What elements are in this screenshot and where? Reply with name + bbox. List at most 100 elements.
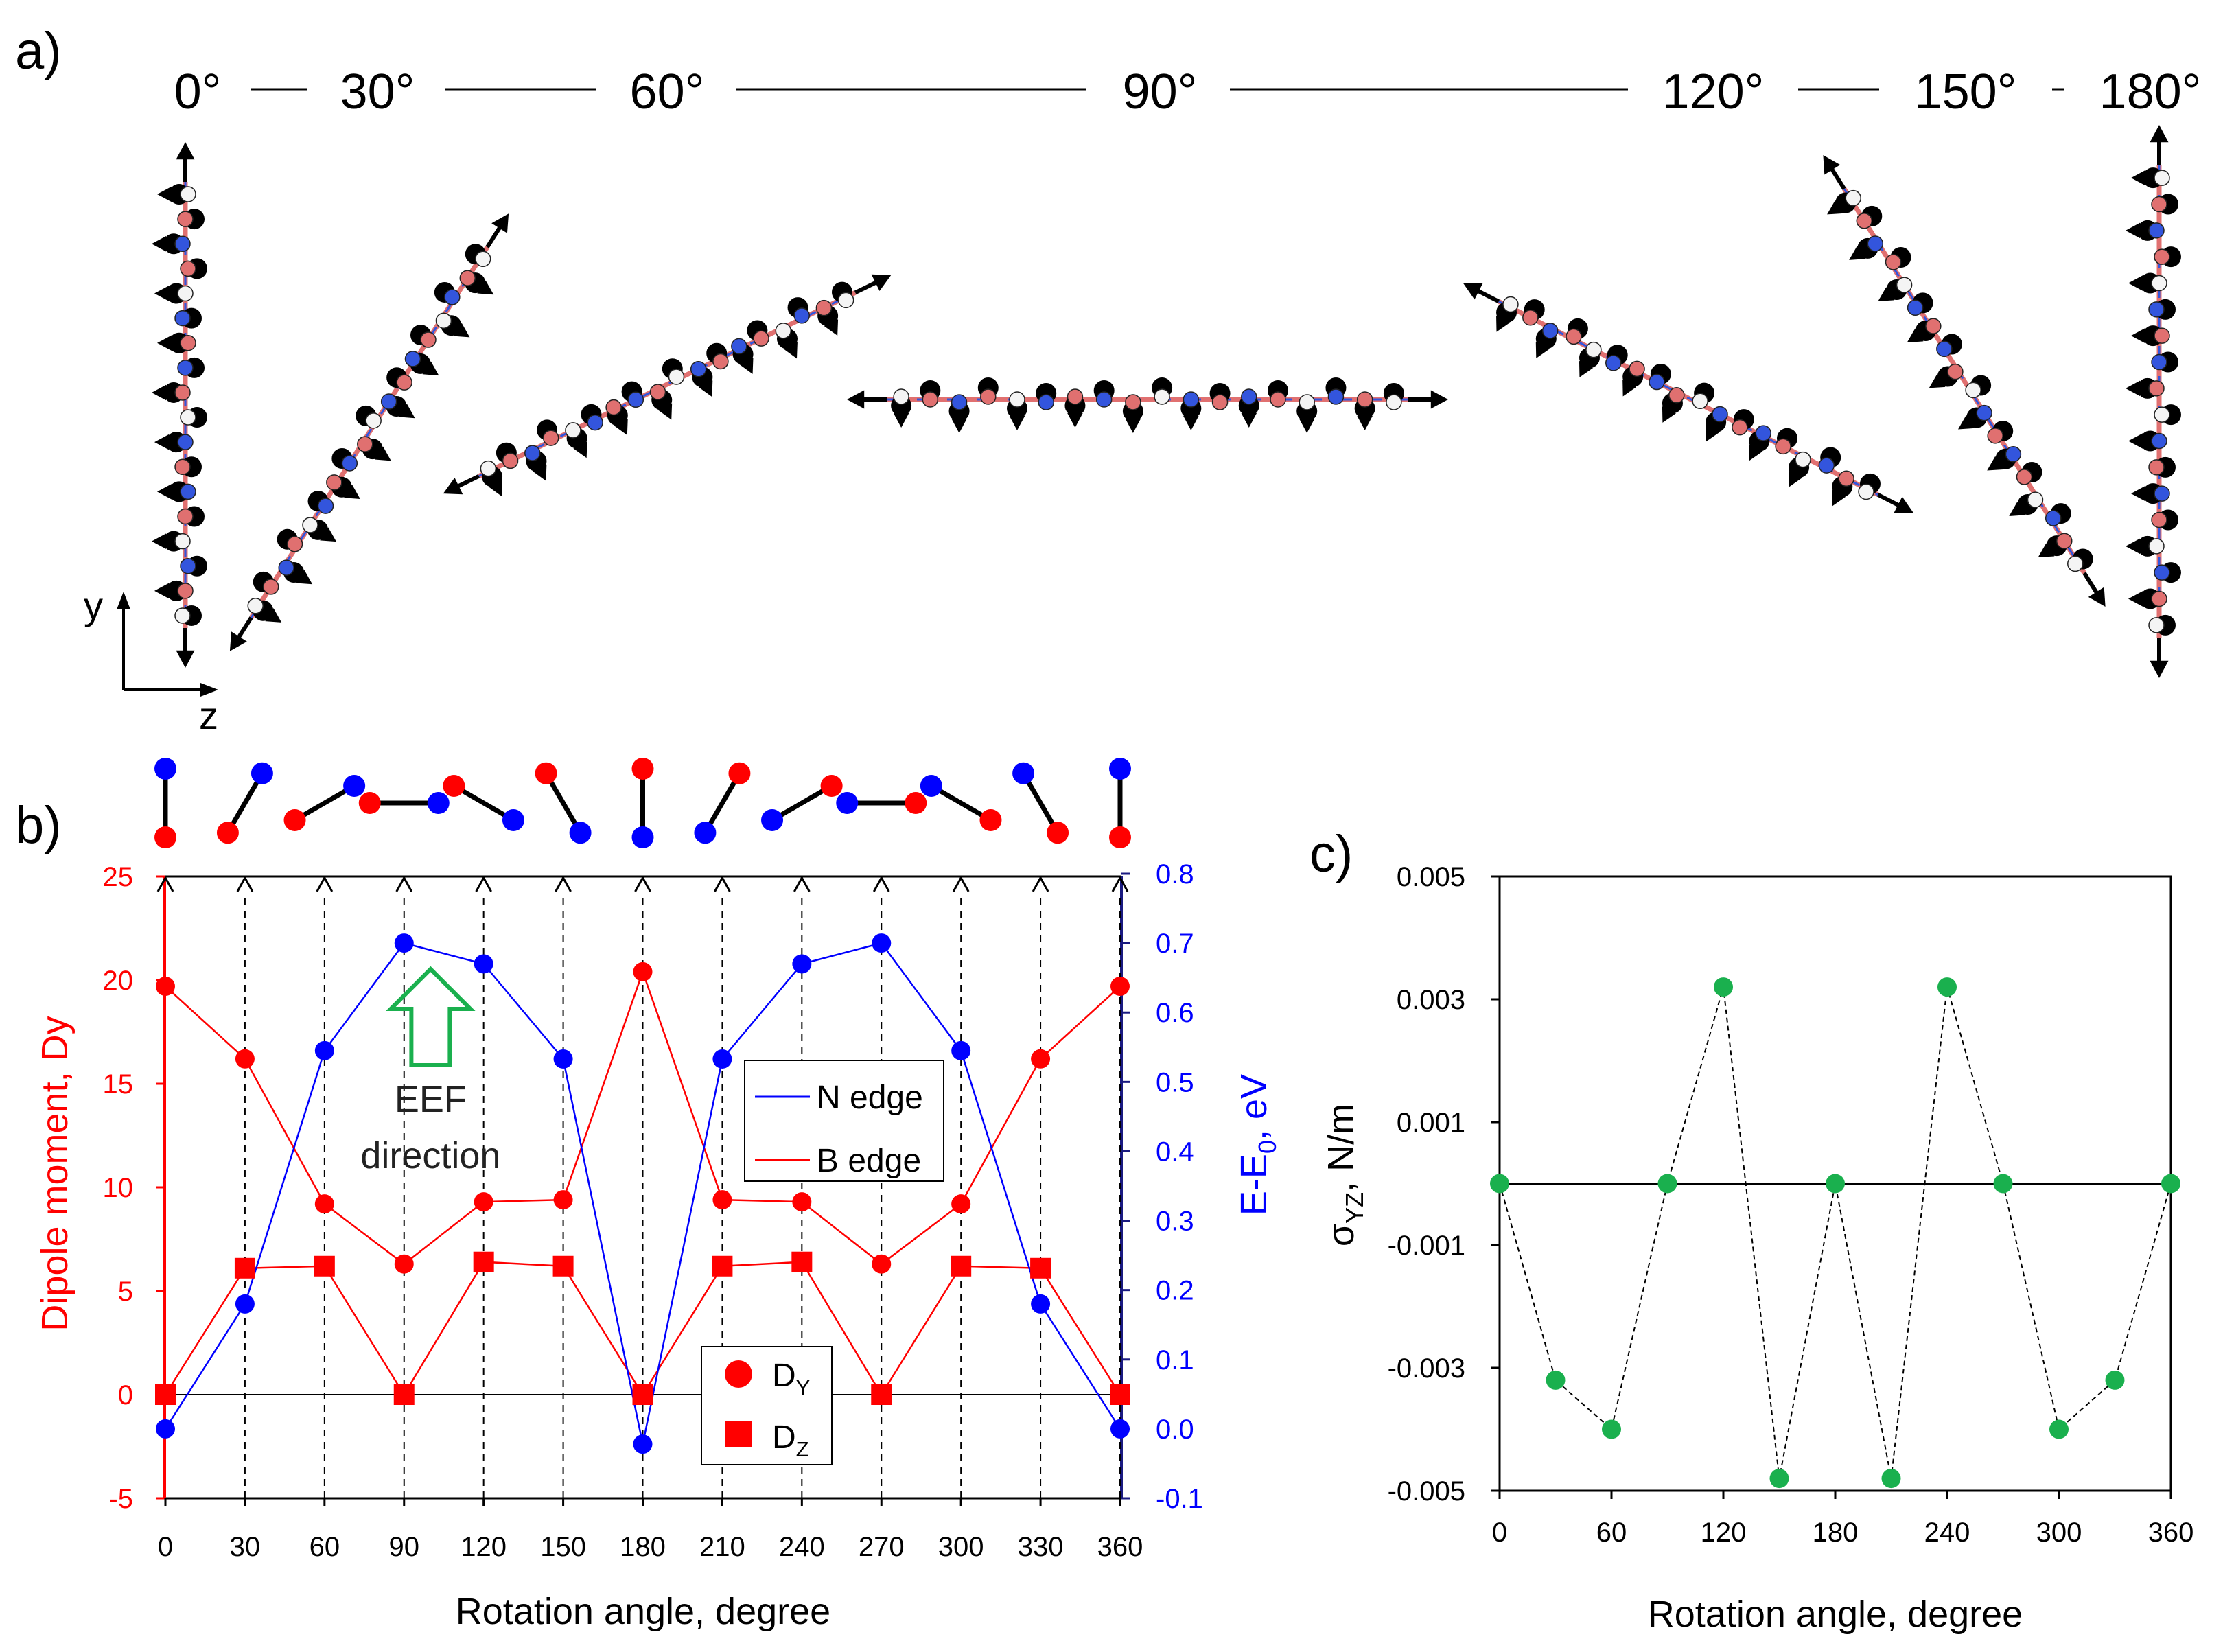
chart-b-legend-lines: N edge B edge (744, 1060, 944, 1182)
dumbbell-n-atom (761, 809, 784, 831)
molecule-atom (1712, 406, 1728, 423)
molecule-end-arrowhead (491, 213, 509, 233)
molecule-atom (1356, 391, 1373, 408)
chart-b-guide-arrowhead (952, 875, 970, 892)
molecule-atom (174, 310, 191, 327)
dumbbell-bond (930, 783, 992, 823)
chart-c-y-tick-label: -0.005 (1388, 1476, 1465, 1506)
chart-b-guide-arrowhead (555, 875, 572, 892)
legend-dy-label: DY (772, 1358, 810, 1399)
molecule-atom (2151, 432, 2167, 450)
molecule-dipole-arrowhead (699, 380, 713, 397)
chart-c-point (1769, 1469, 1789, 1489)
molecule-dipole-arrowhead (1009, 416, 1025, 430)
molecule-dipole-arrowhead (152, 384, 166, 401)
molecule-atom (302, 517, 318, 533)
series-energy-point (474, 954, 493, 974)
molecule-dipole-arrowhead (1706, 425, 1720, 442)
dumbbell-bond (703, 771, 742, 835)
molecule-atom (815, 299, 833, 316)
molecule-atom (357, 436, 373, 452)
eef-label-line1: EEF (395, 1079, 467, 1120)
legend-box (701, 1346, 833, 1465)
chart-b-right-tick-label: 0.2 (1156, 1276, 1194, 1306)
molecule-atom (893, 388, 909, 405)
molecule-dipole-arrowhead (375, 446, 391, 461)
molecule-dipole-arrowhead (1496, 315, 1511, 332)
dumbbell-n-atom (343, 775, 366, 797)
chart-b-x-tick-label: 210 (699, 1532, 745, 1562)
molecule-bond (478, 291, 856, 478)
series-dz-point (155, 1384, 176, 1405)
chart-b-guide-arrowhead (714, 875, 731, 892)
molecule-end-arrowhead (871, 274, 892, 292)
series-dy-point (314, 1194, 334, 1214)
molecule-atom (2056, 533, 2073, 549)
molecule-dipole-arrowhead (422, 361, 439, 376)
molecule-dipole-arrowhead (951, 419, 967, 433)
series-dy-point (633, 962, 653, 981)
molecule-atom (174, 458, 191, 476)
molecule-dipole-arrowhead (154, 434, 169, 450)
panel-label-c: c) (1310, 825, 1353, 883)
chart-b-guide-arrowhead (1111, 875, 1129, 892)
panel-a-angle-header: 0° 30° 60° 90° 120° 150° 180° (174, 65, 2202, 119)
dumbbell-b-atom (979, 809, 1002, 831)
chart-c-x-tick-label: 0 (1492, 1517, 1507, 1548)
molecule-dipole-arrowhead (1357, 416, 1373, 430)
chart-b-guide-arrowhead (236, 875, 254, 892)
series-dy-point (474, 1192, 493, 1212)
molecule-dipole-arrowhead (1832, 489, 1846, 507)
molecule-atom (2151, 590, 2167, 607)
chart-c-y-tick-label: 0.001 (1397, 1108, 1465, 1138)
molecule-atom (180, 260, 196, 277)
molecule-atom (1585, 341, 1602, 358)
molecule-atom (2016, 469, 2033, 485)
dumbbell-n-atom (502, 809, 524, 831)
series-dy-point (1110, 977, 1130, 997)
chart-c-point (2105, 1370, 2125, 1390)
molecule-dipole-arrowhead (344, 485, 360, 499)
molecule-atom (2148, 459, 2165, 476)
molecule-atom (1327, 388, 1345, 405)
molecule-dipole-arrowhead (2126, 380, 2140, 397)
chart-b-left-tick-label: -5 (108, 1484, 133, 1514)
series-dz-point (314, 1255, 335, 1277)
molecule-5 (1823, 154, 2106, 607)
molecule-atom (1649, 373, 1665, 391)
molecule-dipole-arrowhead (1907, 328, 1924, 342)
chart-c-x-tick-label: 300 (2036, 1517, 2082, 1548)
legend-dy-marker (725, 1360, 752, 1388)
molecule-atom (837, 292, 854, 309)
molecule-dipole-arrowhead (657, 403, 673, 420)
series-energy-point (951, 1040, 971, 1060)
series-dz-point (871, 1384, 892, 1405)
angle-label-60: 60° (630, 65, 705, 119)
molecule-dipole-arrowhead (739, 358, 754, 374)
molecule-atom (1867, 235, 1884, 252)
chart-b-x-tick-label: 90 (389, 1532, 420, 1562)
molecule-end-arrowhead (1823, 154, 1841, 175)
dumbbell-b-atom (820, 775, 843, 797)
molecule-atom (524, 445, 541, 461)
chart-b-guide-arrowhead (1032, 875, 1049, 892)
angle-label-150: 150° (1915, 65, 2017, 119)
molecule-atom (1818, 457, 1835, 474)
series-energy-point (712, 1049, 732, 1069)
dumbbell-b-atom (1109, 826, 1131, 848)
dumbbell-n-atom (1109, 758, 1131, 780)
molecule-dipole-arrowhead (1622, 380, 1637, 397)
molecule-atom (2148, 380, 2165, 397)
molecule-atom (1858, 483, 1874, 500)
molecule-dipole-arrowhead (1125, 419, 1141, 433)
molecule-dipole-arrowhead (296, 570, 313, 585)
molecule-end-arrowhead (2088, 587, 2106, 607)
chart-b-left-y-label: Dipole moment, Dy (34, 1016, 75, 1331)
chart-b-right-tick-label: 0.8 (1156, 859, 1194, 889)
molecule-atom (1936, 340, 1953, 358)
molecule-atom (2154, 248, 2170, 265)
molecule-dipole-arrowhead (1067, 413, 1083, 428)
dumbbell-b-atom (283, 809, 306, 831)
molecule-atom (1541, 323, 1559, 339)
molecule-atom (180, 557, 196, 574)
